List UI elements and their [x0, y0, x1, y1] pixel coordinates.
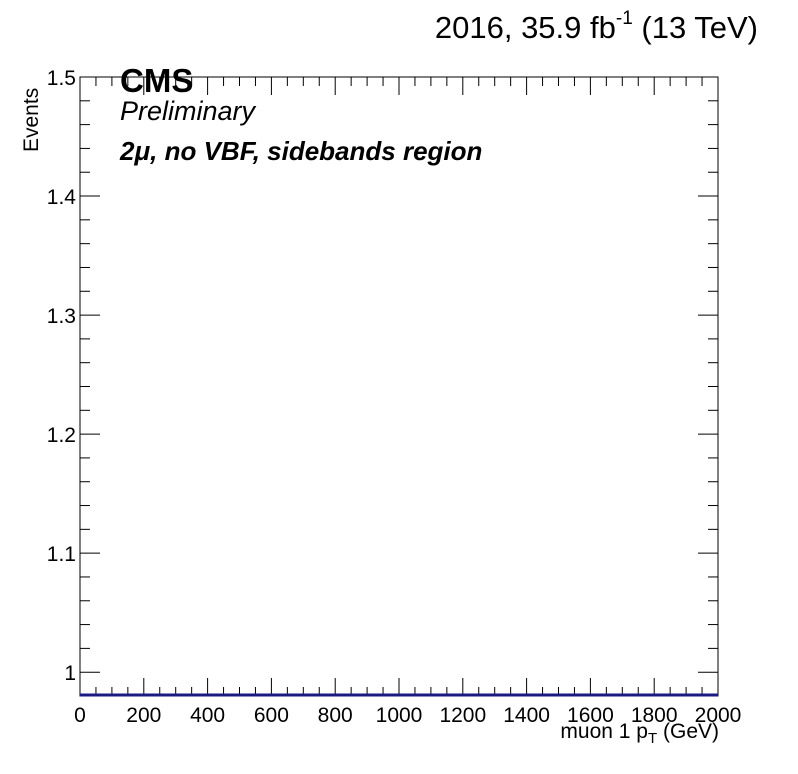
lumi-suffix: (13 TeV)	[632, 10, 758, 45]
x-axis-title-unit: (GeV)	[657, 720, 719, 743]
x-tick-label: 2000	[695, 704, 742, 727]
x-axis-title-sub: T	[647, 730, 658, 748]
x-tick-label: 1800	[631, 704, 678, 727]
x-tick-label: 1000	[376, 704, 423, 727]
x-tick-label: 600	[254, 704, 289, 727]
x-tick-label: 800	[318, 704, 353, 727]
x-axis-title: muon 1 pT (GeV)	[560, 720, 719, 747]
y-tick-label: 1.5	[47, 67, 76, 90]
y-tick-label: 1.4	[47, 186, 77, 209]
region-label: 2μ, no VBF, sidebands region	[120, 136, 483, 166]
y-axis-title: Events	[20, 87, 43, 152]
status-label: Preliminary	[120, 96, 256, 126]
plot-frame	[79, 76, 719, 697]
lumi-label: 2016, 35.9 fb-1 (13 TeV)	[434, 7, 758, 46]
x-tick-label: 1600	[567, 704, 614, 727]
y-tick-label: 1.3	[47, 305, 76, 328]
lumi-exponent: -1	[615, 7, 633, 29]
lumi-prefix: 2016, 35.9 fb	[434, 10, 616, 45]
x-tick-label: 1200	[439, 704, 486, 727]
x-tick-label: 200	[126, 704, 161, 727]
x-tick-label: 1400	[503, 704, 550, 727]
y-tick-label: 1.2	[47, 424, 76, 447]
x-tick-label: 400	[190, 704, 225, 727]
experiment-label: CMS	[120, 62, 194, 99]
y-tick-label: 1.1	[47, 543, 76, 566]
y-tick-label: 1	[64, 662, 76, 685]
x-axis-title-main: muon 1 p	[560, 720, 648, 743]
x-tick-label: 0	[74, 704, 86, 727]
